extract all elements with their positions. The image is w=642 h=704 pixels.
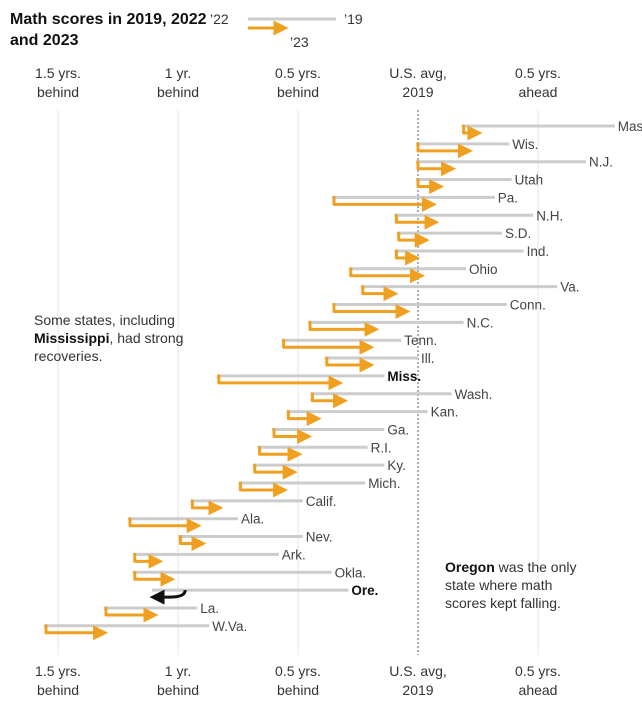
state-label: Ga. xyxy=(387,422,409,437)
note-oregon-bold: Oregon xyxy=(445,559,495,575)
note-oregon: Oregon was the only state where math sco… xyxy=(445,558,595,612)
tick-label-top-0-line2: behind xyxy=(37,84,79,100)
state-label: Nev. xyxy=(306,530,333,545)
state-label: Wash. xyxy=(455,387,493,402)
state-row: S.D. xyxy=(396,226,531,248)
note-mississippi-post: , had strong recoveries. xyxy=(34,330,184,364)
state-label: W.Va. xyxy=(212,619,247,634)
state-label: Mass. xyxy=(618,119,642,134)
note-mississippi-pre: Some states, including xyxy=(34,312,175,328)
state-label: Tenn. xyxy=(404,333,437,348)
tick-label-bottom-3-line2: 2019 xyxy=(402,682,433,698)
arrow-change xyxy=(149,589,187,605)
state-row: Wis. xyxy=(416,137,538,159)
state-row: Okla. xyxy=(132,565,367,587)
state-label: Ind. xyxy=(527,244,550,259)
state-row: W.Va. xyxy=(44,619,247,641)
state-label: Ill. xyxy=(421,351,435,366)
tick-label-bottom-1-line1: 1 yr. xyxy=(165,663,191,679)
state-row: La. xyxy=(104,601,219,623)
state-label: Miss. xyxy=(387,369,421,384)
state-row: Wash. xyxy=(310,387,493,409)
state-label: Mich. xyxy=(368,476,400,491)
note-mississippi-bold: Mississippi xyxy=(34,330,110,346)
state-row: N.C. xyxy=(308,315,494,337)
legend: ’22 ’19 ’23 xyxy=(210,11,363,50)
state-row: Ga. xyxy=(272,422,409,444)
state-row: Va. xyxy=(360,280,579,302)
state-label: Conn. xyxy=(510,298,546,313)
state-row: Ill. xyxy=(324,351,435,373)
tick-label-bottom-2-line1: 0.5 yrs. xyxy=(275,663,321,679)
state-label: N.H. xyxy=(536,208,563,223)
state-label: R.I. xyxy=(371,440,392,455)
state-row: Nev. xyxy=(178,530,333,552)
note-oregon-post: was the only state where math scores kep… xyxy=(445,559,577,611)
tick-label-top-4-line2: ahead xyxy=(519,84,558,100)
tick-label-top-4-line1: 0.5 yrs. xyxy=(515,65,561,81)
state-label: S.D. xyxy=(505,226,531,241)
state-row: Ala. xyxy=(128,512,264,534)
tick-label-top-0-line1: 1.5 yrs. xyxy=(35,65,81,81)
state-label: Okla. xyxy=(335,565,367,580)
state-label: La. xyxy=(200,601,219,616)
tick-label-bottom-4-line2: ahead xyxy=(519,682,558,698)
state-label: Va. xyxy=(560,280,579,295)
state-row: Calif. xyxy=(190,494,337,516)
state-label: Utah xyxy=(515,173,544,188)
legend-label-2022: ’22 xyxy=(210,11,229,27)
state-label: Ala. xyxy=(241,512,264,527)
tick-label-bottom-0-line2: behind xyxy=(37,682,79,698)
state-label: Pa. xyxy=(498,190,518,205)
state-label: Calif. xyxy=(306,494,337,509)
state-label: Ark. xyxy=(282,547,306,562)
chart-title: Math scores in 2019, 2022 and 2023 xyxy=(10,11,207,49)
tick-label-top-1-line1: 1 yr. xyxy=(165,65,191,81)
legend-label-2023: ’23 xyxy=(290,34,309,50)
state-label: N.C. xyxy=(467,315,494,330)
state-row: Conn. xyxy=(332,298,546,319)
state-row: Miss. xyxy=(216,369,421,391)
state-row: Mich. xyxy=(238,476,400,498)
state-label: Wis. xyxy=(512,137,538,152)
tick-label-bottom-3-line1: U.S. avg, xyxy=(389,663,447,679)
state-row: N.H. xyxy=(394,208,563,230)
note-mississippi: Some states, including Mississippi, had … xyxy=(34,311,214,365)
state-label: Ohio xyxy=(469,262,498,277)
state-row: Ark. xyxy=(132,547,306,569)
tick-label-top-2-line2: behind xyxy=(277,84,319,100)
state-row: Tenn. xyxy=(281,333,437,355)
state-row: Ore. xyxy=(149,583,378,605)
state-row: Ohio xyxy=(348,262,498,284)
state-label: Kan. xyxy=(431,405,459,420)
tick-label-top-2-line1: 0.5 yrs. xyxy=(275,65,321,81)
tick-label-top-3-line2: 2019 xyxy=(402,84,433,100)
tick-label-bottom-1-line2: behind xyxy=(157,682,199,698)
state-row: Mass. xyxy=(461,119,642,141)
state-row: Kan. xyxy=(286,405,459,427)
state-label: Ky. xyxy=(387,458,406,473)
tick-label-bottom-0-line1: 1.5 yrs. xyxy=(35,663,81,679)
tick-label-bottom-4-line1: 0.5 yrs. xyxy=(515,663,561,679)
state-row: Pa. xyxy=(332,190,518,212)
tick-label-top-3-line1: U.S. avg, xyxy=(389,65,447,81)
tick-label-top-1-line2: behind xyxy=(157,84,199,100)
state-row: N.J. xyxy=(416,155,613,177)
state-row: R.I. xyxy=(257,440,392,462)
legend-label-2019: ’19 xyxy=(344,11,363,27)
tick-label-bottom-2-line2: behind xyxy=(277,682,319,698)
state-row: Ky. xyxy=(252,458,406,480)
state-label: N.J. xyxy=(589,155,613,170)
state-row: Utah xyxy=(416,173,544,195)
state-label: Ore. xyxy=(351,583,378,598)
state-row: Ind. xyxy=(394,244,550,266)
